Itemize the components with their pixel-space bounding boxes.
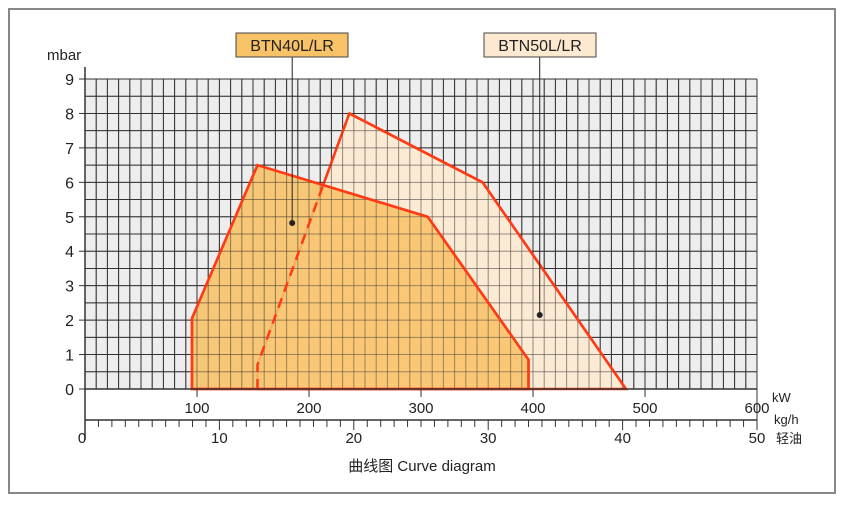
y-tick-label: 6 [65,175,74,192]
y-tick-label: 5 [65,210,74,227]
chart-caption: 曲线图 Curve diagram [348,458,496,475]
leader-dot [536,311,543,318]
series-outline-btn50 [348,112,627,390]
y-tick-label: 4 [65,244,74,261]
x2-tick-label: 20 [345,430,362,447]
legend-label: BTN50L/LR [498,38,582,55]
legend-box [235,32,349,58]
x-tick-label: 400 [520,400,545,417]
x-tick-label: 500 [632,400,657,417]
leader-dot [289,219,296,226]
x2-tick-label: 30 [480,430,497,447]
y-tick-label: 1 [65,348,74,365]
y-tick-label: 0 [65,382,74,399]
y-tick-label: 2 [65,313,74,330]
x-axis-label-kw: kW [772,390,792,405]
x-tick-label: 200 [296,400,321,417]
x-tick-label: 300 [408,400,433,417]
x-tick-label: 100 [184,400,209,417]
x2-tick-label: 0 [78,430,86,447]
x-tick-label: 600 [744,400,769,417]
x2-tick-label: 50 [749,430,766,447]
x-axis-label-kgh: kg/h [774,412,799,427]
legend-box [483,32,597,58]
legend-label: BTN40L/LR [250,38,334,55]
x2-tick-label: 40 [614,430,631,447]
y-tick-label: 9 [65,72,74,89]
y-tick-label: 7 [65,141,74,158]
series-outline-btn50-dashed [256,113,351,389]
x-axis-label-light-oil: 轻油 [776,431,802,446]
x2-tick-label: 10 [211,430,228,447]
y-tick-label: 8 [65,106,74,123]
outer-frame [8,8,836,494]
y-tick-label: 3 [65,279,74,296]
y-axis-label: mbar [47,47,81,64]
